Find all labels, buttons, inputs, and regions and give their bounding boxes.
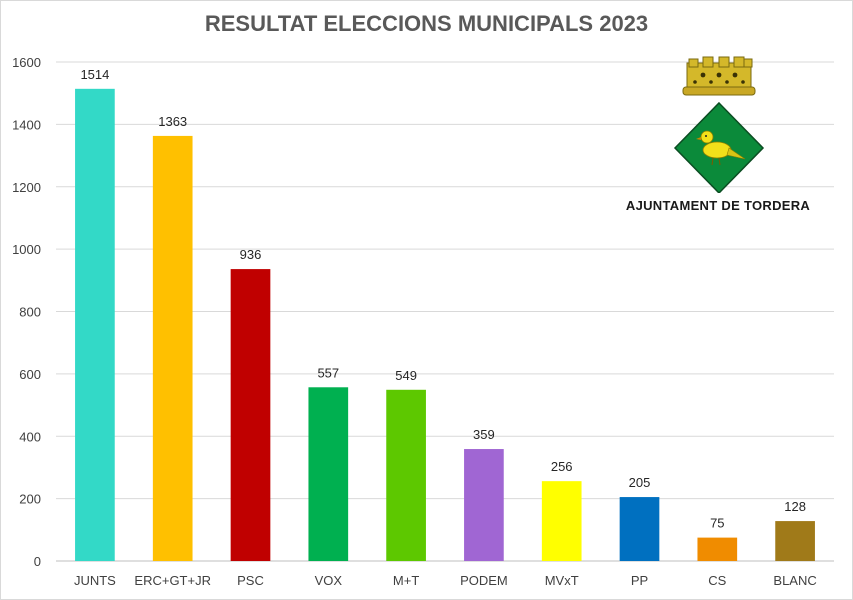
bar — [230, 269, 271, 561]
data-label: 128 — [784, 499, 806, 514]
data-label: 359 — [473, 427, 495, 442]
data-label: 256 — [551, 459, 573, 474]
mural-crown-icon — [682, 56, 756, 96]
data-labels: 1514 1363 936 557 549 359 256 205 75 128 — [80, 67, 806, 531]
y-tick-label: 400 — [19, 429, 41, 444]
x-tick-label: CS — [708, 573, 726, 588]
y-tick-label: 1400 — [12, 117, 41, 132]
x-tick-label: JUNTS — [74, 573, 116, 588]
x-tick-label: PSC — [237, 573, 264, 588]
data-label: 557 — [317, 365, 339, 380]
x-tick-label: M+T — [393, 573, 419, 588]
bar — [697, 537, 738, 561]
x-axis-ticks: JUNTS ERC+GT+JR PSC VOX M+T PODEM MVxT PP CS BLAN… — [74, 573, 817, 588]
y-tick-label: 200 — [19, 492, 41, 507]
x-tick-label: PP — [631, 573, 648, 588]
bar — [308, 387, 349, 561]
data-label: 205 — [629, 475, 651, 490]
coat-of-arms-icon — [673, 56, 765, 195]
bar — [386, 389, 426, 561]
y-tick-label: 600 — [19, 367, 41, 382]
bar — [619, 497, 660, 561]
x-tick-label: VOX — [315, 573, 343, 588]
chart-title: RESULTAT ELECCIONS MUNICIPALS 2023 — [204, 11, 649, 36]
y-tick-label: 1000 — [12, 242, 41, 257]
bars — [75, 88, 815, 561]
data-label: 75 — [710, 516, 724, 531]
logo-caption: AJUNTAMENT DE TORDERA — [625, 198, 811, 213]
y-tick-label: 1200 — [12, 180, 41, 195]
data-label: 1514 — [80, 67, 109, 82]
y-tick-label: 1600 — [12, 55, 41, 70]
x-tick-label: PODEM — [460, 573, 508, 588]
x-tick-label: BLANC — [773, 573, 816, 588]
bar — [775, 521, 815, 561]
x-tick-label: ERC+GT+JR — [134, 573, 211, 588]
data-label: 1363 — [158, 114, 187, 129]
bar — [541, 481, 582, 561]
y-axis-ticks: 0 200 400 600 800 1000 1200 1400 1600 — [12, 55, 41, 569]
y-tick-label: 800 — [19, 305, 41, 320]
bar — [152, 135, 193, 561]
y-tick-label: 0 — [34, 554, 41, 569]
bar — [464, 449, 504, 561]
ajuntament-logo: AJUNTAMENT DE TORDERA — [613, 53, 823, 228]
data-label: 936 — [240, 247, 262, 262]
bar — [75, 88, 115, 561]
bird-icon — [696, 130, 746, 166]
x-tick-label: MVxT — [545, 573, 579, 588]
data-label: 549 — [395, 368, 417, 383]
